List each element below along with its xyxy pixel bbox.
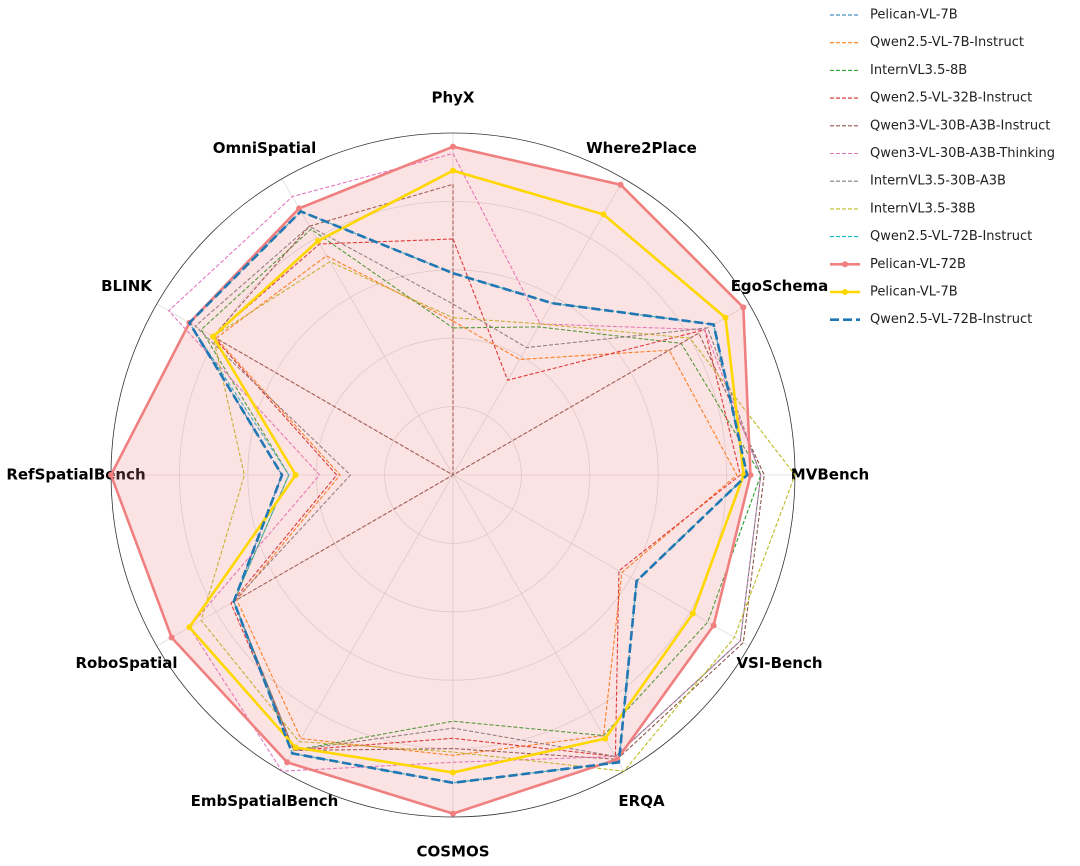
series-marker bbox=[292, 472, 299, 478]
series-marker bbox=[450, 143, 456, 150]
axis-label: RefSpatialBench bbox=[6, 466, 145, 484]
legend-label: Pelican-VL-7B bbox=[870, 285, 958, 300]
axis-label: VSI-Bench bbox=[736, 654, 822, 672]
axis-label: EgoSchema bbox=[731, 277, 829, 295]
legend-label: Qwen2.5-VL-72B-Instruct bbox=[870, 229, 1032, 244]
series-marker bbox=[722, 314, 729, 321]
legend-label: Pelican-VL-72B bbox=[870, 257, 966, 272]
spoke bbox=[452, 474, 625, 772]
series-marker bbox=[710, 622, 717, 629]
series-marker bbox=[186, 624, 193, 631]
legend-label: Qwen2.5-VL-72B-Instruct bbox=[870, 312, 1032, 327]
legend-label: Pelican-VL-7B bbox=[870, 8, 958, 23]
legend-marker bbox=[842, 261, 848, 268]
series-marker bbox=[450, 167, 456, 174]
axis-label: BLINK bbox=[101, 277, 153, 295]
series-line bbox=[167, 152, 762, 772]
series-line bbox=[109, 145, 752, 815]
axis-label: Where2Place bbox=[586, 139, 697, 157]
series-marker bbox=[740, 304, 747, 311]
spoke bbox=[281, 178, 454, 476]
series-marker bbox=[210, 333, 217, 340]
series-marker bbox=[108, 472, 114, 478]
series-marker bbox=[689, 610, 696, 617]
legend-marker bbox=[842, 289, 848, 295]
spoke bbox=[156, 303, 454, 476]
legend-label: InternVL3.5-8B bbox=[870, 63, 967, 78]
series-marker bbox=[450, 810, 456, 817]
series-marker bbox=[602, 735, 609, 742]
spoke bbox=[452, 303, 750, 476]
axis-label: EmbSpatialBench bbox=[191, 792, 339, 810]
series-marker bbox=[292, 744, 299, 751]
spoke bbox=[156, 474, 454, 647]
spoke bbox=[452, 474, 750, 647]
axis-label: PhyX bbox=[431, 89, 474, 107]
axis-label: RoboSpatial bbox=[75, 654, 177, 672]
legend-label: Qwen2.5-VL-7B-Instruct bbox=[870, 35, 1024, 50]
series-marker bbox=[314, 238, 321, 245]
series-line bbox=[187, 209, 749, 785]
series-marker bbox=[600, 211, 607, 218]
axis-label: ERQA bbox=[618, 792, 665, 810]
legend-label: Qwen3-VL-30B-A3B-Instruct bbox=[870, 118, 1050, 133]
spoke bbox=[281, 474, 454, 772]
axis-label: COSMOS bbox=[416, 843, 489, 861]
series-marker bbox=[747, 472, 754, 478]
legend-label: InternVL3.5-38B bbox=[870, 201, 976, 216]
axis-label: OmniSpatial bbox=[213, 139, 316, 157]
series-marker bbox=[284, 759, 291, 766]
axis-label: MVBench bbox=[791, 466, 869, 484]
series-line bbox=[194, 225, 762, 757]
legend-label: Qwen3-VL-30B-A3B-Thinking bbox=[870, 146, 1055, 161]
series-marker bbox=[450, 769, 456, 776]
legend-label: InternVL3.5-30B-A3B bbox=[870, 174, 1006, 189]
series-marker bbox=[617, 181, 624, 188]
legend-label: Qwen2.5-VL-32B-Instruct bbox=[870, 91, 1032, 106]
series-marker bbox=[168, 634, 175, 641]
